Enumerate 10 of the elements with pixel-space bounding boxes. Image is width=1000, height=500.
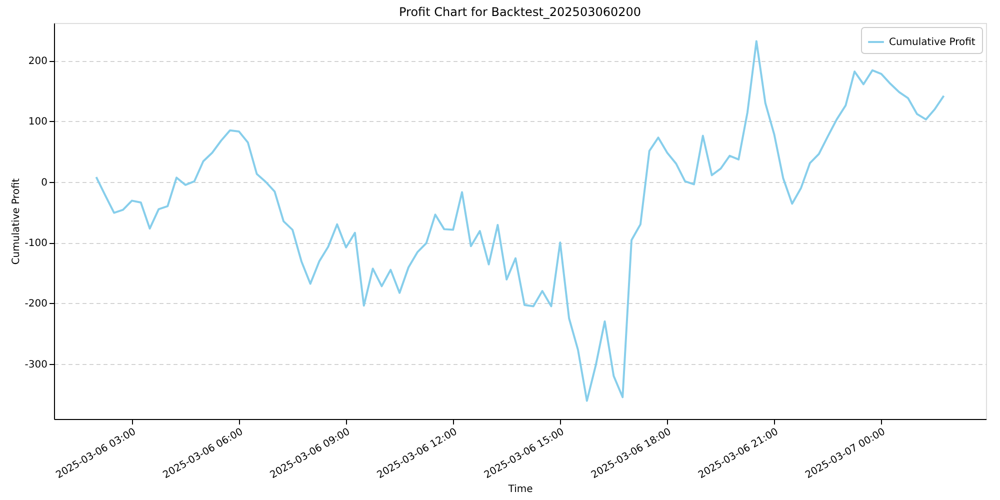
chart-title: Profit Chart for Backtest_202503060200 [398, 5, 642, 19]
y-tick-label: 100 [28, 116, 48, 128]
y-tick-label: -300 [24, 359, 48, 370]
y-tick-label: 0 [41, 177, 48, 188]
y-tick-label: 200 [28, 56, 48, 68]
legend-label: Cumulative Profit [889, 37, 976, 48]
y-tick-label: -200 [24, 298, 48, 310]
y-axis-title: Cumulative Profit [10, 178, 22, 265]
x-axis-title: Time [507, 484, 533, 496]
y-tick-label: -100 [24, 238, 48, 250]
